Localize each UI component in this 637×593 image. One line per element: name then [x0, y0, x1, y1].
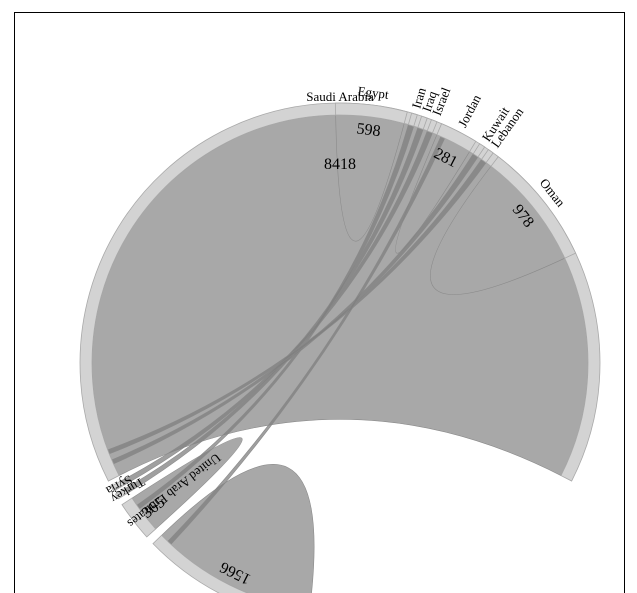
group-arc-israel — [426, 119, 438, 134]
label-egypt: Egypt — [357, 83, 390, 102]
group-arc-iraq — [417, 115, 428, 130]
value-saudi-arabia: 8418 — [324, 156, 356, 173]
group-arc-iran — [407, 112, 418, 127]
label-iran: Iran — [409, 85, 430, 110]
label-saudi-arabia: Saudi Arabia — [306, 89, 374, 104]
group-arc-syria — [110, 480, 125, 492]
group-arc-oman — [490, 156, 577, 259]
group-arc-yemen — [152, 534, 249, 593]
group-arc-egypt — [335, 102, 408, 124]
group-arc-lebanon — [480, 148, 494, 164]
label-iraq: Iraq — [419, 89, 440, 114]
label-israel: Israel — [429, 85, 454, 118]
group-arc-united-arab-emirates — [121, 497, 157, 538]
value-egypt: 598 — [356, 120, 382, 140]
label-jordan: Jordan — [455, 92, 484, 130]
group-arc-saudi-arabia — [79, 102, 601, 482]
group-arc-turkey — [114, 487, 130, 500]
group-arc-kuwait — [472, 143, 486, 158]
group-arc-jordan — [436, 123, 477, 153]
chart-frame — [14, 12, 625, 593]
